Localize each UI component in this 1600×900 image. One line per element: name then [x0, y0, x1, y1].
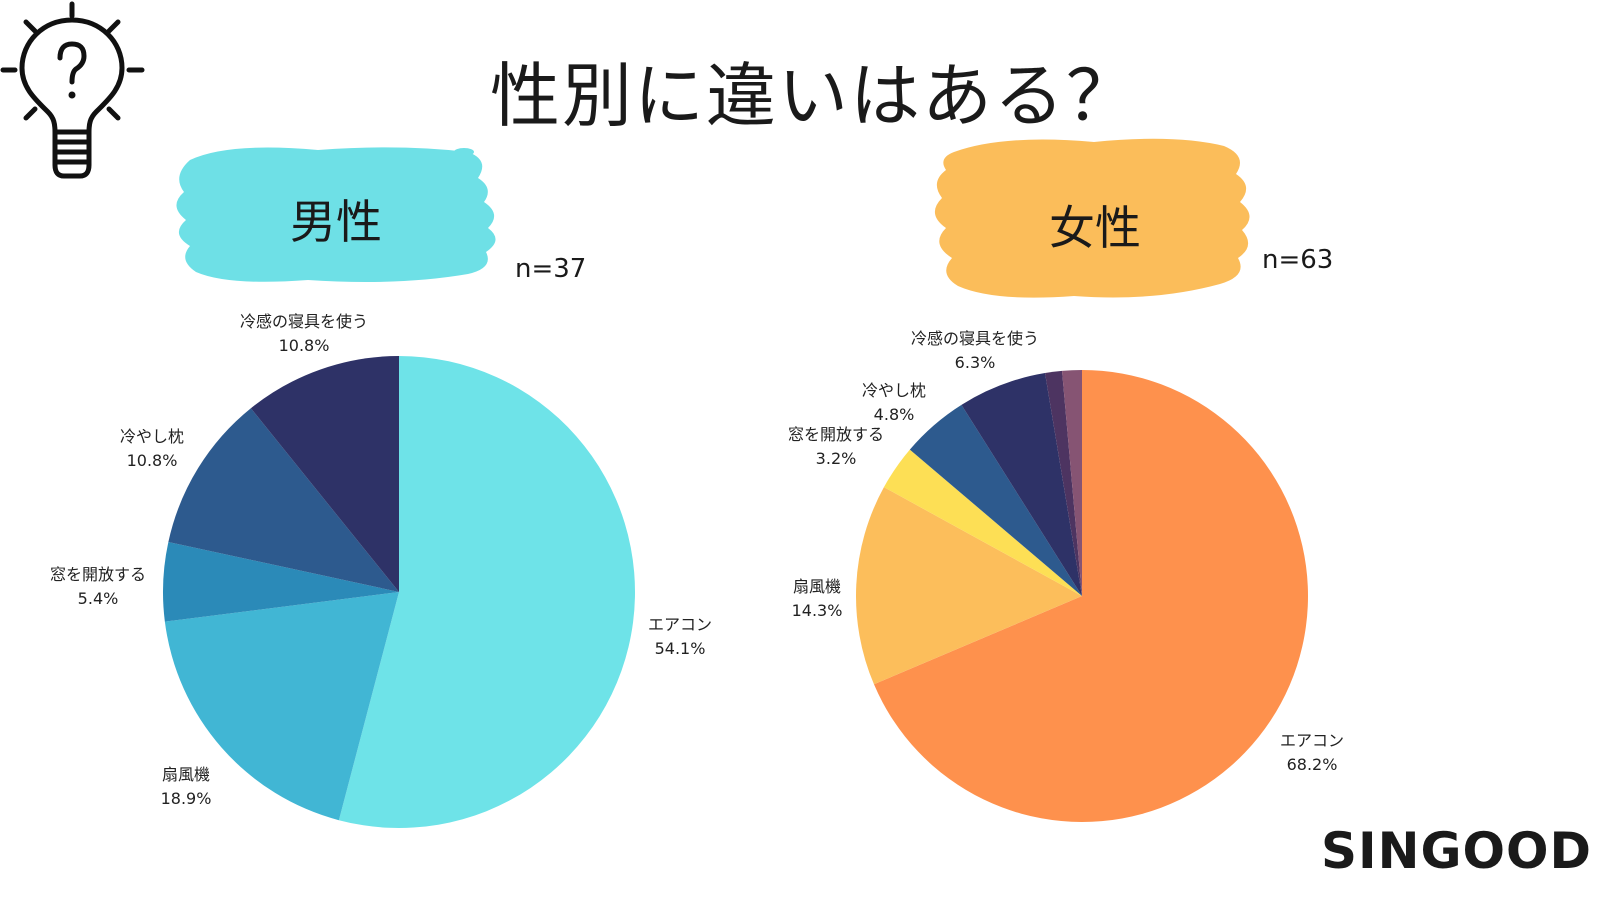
pie-0-slice-1-value: 18.9% — [161, 789, 212, 808]
pie-1-slice-4-label: 冷感の寝具を使う — [911, 329, 1039, 348]
pie-0-slice-2 — [162, 541, 399, 622]
pie-1-slice-2-value: 3.2% — [816, 449, 857, 468]
pie-1-slice-6 — [1062, 369, 1082, 596]
pie-0-slice-3-value: 10.8% — [127, 451, 178, 470]
pie-0-slice-4-value: 10.8% — [279, 336, 330, 355]
pie-1-slice-3 — [909, 404, 1082, 596]
pie-1-slice-4-value: 6.3% — [955, 353, 996, 372]
pie-1-slice-3-value: 4.8% — [874, 405, 915, 424]
pie-1-slice-1-label: 扇風機 — [793, 577, 841, 596]
lightbulb-question-icon — [0, 1, 145, 179]
pie-1-slice-2 — [883, 449, 1082, 596]
pie-0-slice-0-value: 54.1% — [655, 639, 706, 658]
page-title: 性別に違いはある？ — [490, 55, 1138, 137]
pie-1-slice-2-label: 窓を開放する — [788, 425, 884, 444]
pie-0-slice-1-label: 扇風機 — [162, 765, 210, 784]
female-group-label: 女性 — [1049, 201, 1141, 255]
pie-1-slice-3-label: 冷やし枕 — [862, 381, 926, 400]
female-label-brushstroke — [934, 138, 1250, 298]
pie-1-slice-5 — [1045, 370, 1082, 596]
pie-0-slice-0-label: エアコン — [648, 615, 712, 634]
pie-0-slice-4 — [250, 356, 399, 592]
male-group-label: 男性 — [290, 195, 382, 249]
pie-0-slice-2-label: 窓を開放する — [50, 565, 146, 584]
pie-1-slice-1-value: 14.3% — [792, 601, 843, 620]
pie-1-slice-1 — [856, 487, 1082, 685]
pie-0-slice-3 — [168, 408, 399, 592]
pie-0-slice-1 — [164, 592, 399, 821]
pie-0-slice-2-value: 5.4% — [78, 589, 119, 608]
male-label-brushstroke — [176, 147, 496, 282]
pie-0-slice-0 — [338, 356, 635, 828]
pie-1-slice-0-label: エアコン — [1280, 731, 1344, 750]
female-n-label: n=63 — [1262, 245, 1334, 275]
brand-logo: SINGOOD — [1320, 822, 1592, 880]
male-n-label: n=37 — [515, 254, 587, 284]
pie-1-slice-4 — [961, 373, 1082, 596]
pie-1-slice-0-value: 68.2% — [1287, 755, 1338, 774]
pie-1-slice-0 — [873, 370, 1308, 823]
pie-0-slice-3-label: 冷やし枕 — [120, 427, 184, 446]
pie-0-slice-4-label: 冷感の寝具を使う — [240, 312, 368, 331]
